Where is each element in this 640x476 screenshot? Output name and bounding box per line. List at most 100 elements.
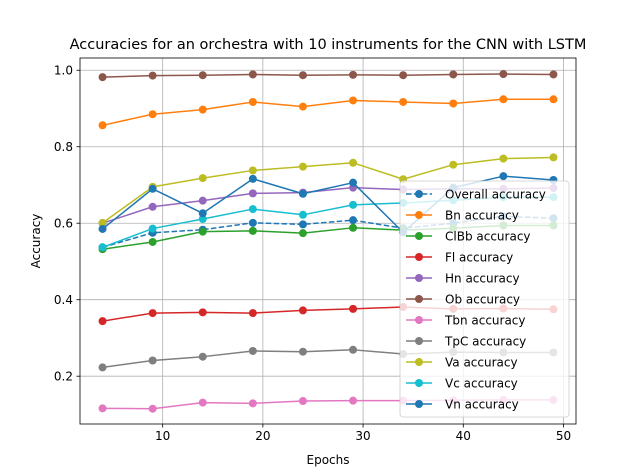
legend-marker — [415, 190, 423, 198]
chart-title: Accuracies for an orchestra with 10 inst… — [70, 37, 587, 53]
data-point — [198, 398, 207, 407]
data-point — [248, 189, 257, 198]
legend-label: Fl accuracy — [445, 251, 513, 265]
data-point — [248, 205, 257, 214]
legend-item: Tbn accuracy — [406, 314, 526, 328]
data-point — [298, 397, 307, 406]
legend-label: ClBb accuracy — [445, 230, 531, 244]
axes-border — [79, 57, 577, 425]
data-point — [98, 243, 107, 252]
data-point — [148, 404, 157, 413]
data-point — [298, 71, 307, 80]
legend-item: ClBb accuracy — [406, 230, 531, 244]
legend-item: Vc accuracy — [406, 377, 518, 391]
data-point — [499, 172, 508, 181]
data-point — [248, 97, 257, 106]
data-point — [349, 70, 358, 79]
x-axis-label: Epochs — [307, 453, 350, 467]
data-point — [98, 73, 107, 82]
data-point — [198, 196, 207, 205]
data-point — [148, 110, 157, 119]
legend-item: Vn accuracy — [406, 398, 519, 412]
legend-label: Tbn accuracy — [444, 314, 526, 328]
data-point — [549, 153, 558, 162]
legend-label: Overall accuracy — [445, 188, 546, 202]
legend-label: Ob accuracy — [445, 293, 520, 307]
data-point — [349, 158, 358, 167]
legend-marker — [415, 295, 423, 303]
data-point — [399, 97, 408, 106]
data-point — [98, 363, 107, 372]
data-point — [349, 304, 358, 313]
legend-marker — [415, 337, 423, 345]
legend-marker — [415, 274, 423, 282]
data-point — [349, 223, 358, 232]
data-point — [148, 71, 157, 80]
y-axis-label: Accuracy — [29, 214, 43, 269]
data-point — [198, 71, 207, 80]
data-point — [499, 95, 508, 104]
x-tick-label: 40 — [456, 429, 471, 443]
y-tick-label: 0.4 — [54, 293, 73, 307]
x-tick-label: 30 — [355, 429, 370, 443]
data-point — [98, 224, 107, 233]
data-point — [148, 224, 157, 233]
legend-label: Vn accuracy — [445, 398, 519, 412]
data-point — [198, 215, 207, 224]
legend-item: TpC accuracy — [406, 335, 526, 349]
data-point — [248, 226, 257, 235]
data-point — [349, 200, 358, 209]
data-point — [349, 216, 358, 225]
data-point — [248, 174, 257, 183]
y-tick-label: 1.0 — [54, 64, 73, 78]
data-point — [298, 189, 307, 198]
legend-item: Bn accuracy — [406, 209, 519, 223]
data-point — [298, 229, 307, 238]
data-point — [549, 70, 558, 79]
legend-marker — [415, 232, 423, 240]
y-tick-label: 0.2 — [54, 370, 73, 384]
data-point — [449, 70, 458, 79]
data-point — [499, 70, 508, 79]
legend-marker — [415, 253, 423, 261]
data-point — [148, 202, 157, 211]
data-point — [248, 70, 257, 79]
data-point — [248, 346, 257, 355]
legend-marker — [415, 316, 423, 324]
legend-item: Overall accuracy — [406, 188, 546, 202]
x-tick-label: 50 — [556, 429, 571, 443]
legend-item: Ob accuracy — [406, 293, 520, 307]
data-point — [349, 96, 358, 105]
data-point — [298, 306, 307, 315]
legend-item: Hn accuracy — [406, 272, 520, 286]
legend-label: Va accuracy — [445, 356, 518, 370]
data-point — [349, 345, 358, 354]
y-tick-label: 0.8 — [54, 140, 73, 154]
data-point — [98, 317, 107, 326]
x-tick-label: 10 — [155, 429, 170, 443]
data-point — [349, 396, 358, 405]
data-point — [198, 308, 207, 317]
data-point — [399, 71, 408, 80]
data-point — [98, 404, 107, 413]
data-point — [499, 154, 508, 163]
data-point — [148, 184, 157, 193]
data-point — [98, 121, 107, 130]
axis-ticks: 10 20 30 40 50 0.2 0.4 0.6 0.8 1.0 — [54, 64, 571, 443]
legend-item: Fl accuracy — [406, 251, 513, 265]
data-point — [449, 99, 458, 108]
data-point — [198, 227, 207, 236]
x-tick-label: 20 — [255, 429, 270, 443]
data-point — [298, 220, 307, 229]
legend-item: Va accuracy — [406, 356, 518, 370]
legend-marker — [415, 400, 423, 408]
data-point — [248, 399, 257, 408]
legend-marker — [415, 211, 423, 219]
legend-label: Vc accuracy — [445, 377, 518, 391]
data-point — [298, 102, 307, 111]
data-point — [248, 309, 257, 318]
legend-label: TpC accuracy — [444, 335, 526, 349]
series-bn-accuracy — [98, 95, 558, 130]
data-point — [198, 209, 207, 218]
legend-label: Hn accuracy — [445, 272, 520, 286]
